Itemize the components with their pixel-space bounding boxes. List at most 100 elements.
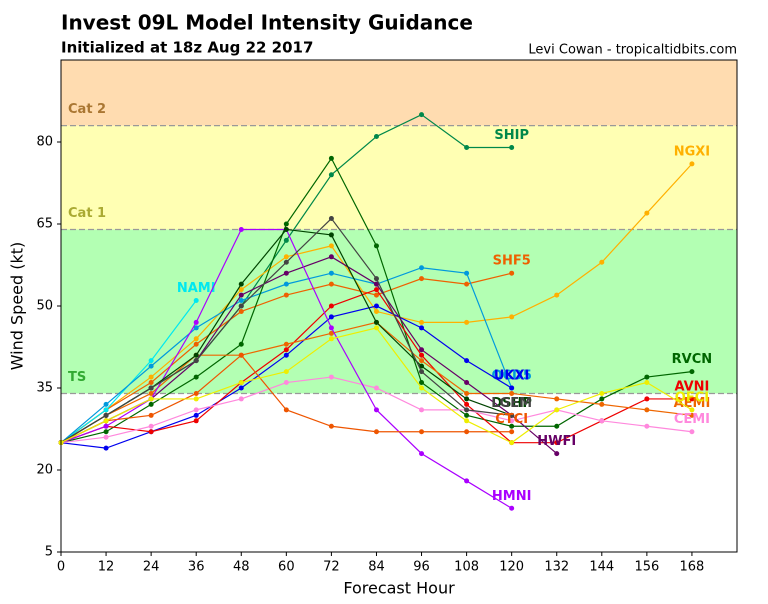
data-point (419, 347, 425, 353)
x-axis-label: Forecast Hour (343, 579, 455, 598)
data-point (373, 385, 379, 391)
data-point (283, 237, 289, 243)
series-label: AVNI (674, 379, 709, 394)
y-axis-label: Wind Speed (kt) (8, 242, 27, 371)
data-point (103, 412, 109, 418)
data-point (373, 429, 379, 435)
x-tick-label: 156 (634, 560, 659, 575)
series-label: OCD5 (491, 369, 531, 384)
series-label: SHF5 (493, 254, 531, 269)
data-point (328, 423, 334, 429)
data-point (328, 330, 334, 336)
series: OFCI (58, 325, 709, 446)
data-point (599, 401, 605, 407)
data-point (509, 423, 515, 429)
data-point (464, 270, 470, 276)
data-point (283, 270, 289, 276)
data-point (554, 451, 560, 457)
series-label: HMNI (492, 489, 532, 504)
series-label: HWFI (537, 434, 576, 449)
data-point (148, 385, 154, 391)
data-point (328, 155, 334, 161)
x-tick-label: 72 (323, 560, 340, 575)
data-point (373, 276, 379, 282)
series: CTCI (58, 352, 528, 446)
data-point (238, 226, 244, 232)
data-point (419, 358, 425, 364)
series-label: CTCI (495, 412, 528, 427)
data-point (689, 407, 695, 413)
data-point (509, 505, 515, 511)
data-point (103, 423, 109, 429)
data-point (464, 390, 470, 396)
x-tick-label: 168 (680, 560, 705, 575)
data-point (554, 423, 560, 429)
x-tick-label: 132 (544, 560, 569, 575)
data-point (464, 401, 470, 407)
series-label: DSHP (491, 396, 532, 411)
data-point (328, 270, 334, 276)
data-point (103, 434, 109, 440)
chart-subtitle: Initialized at 18z Aug 22 2017 (61, 39, 313, 57)
data-point (373, 303, 379, 309)
data-point (599, 259, 605, 265)
data-point (193, 418, 199, 424)
data-point (464, 396, 470, 402)
data-point (373, 281, 379, 287)
data-point (103, 418, 109, 424)
data-point (238, 303, 244, 309)
data-point (464, 407, 470, 413)
data-point (148, 401, 154, 407)
data-point (599, 396, 605, 402)
data-point (193, 298, 199, 304)
data-point (373, 308, 379, 314)
data-point (238, 341, 244, 347)
data-point (464, 478, 470, 484)
data-point (419, 112, 425, 118)
data-point (554, 292, 560, 298)
series-label: RVCN (672, 352, 713, 367)
data-point (328, 172, 334, 178)
data-point (148, 396, 154, 402)
data-point (373, 325, 379, 331)
x-tick-label: 60 (278, 560, 295, 575)
x-tick-label: 0 (57, 560, 65, 575)
data-point (373, 319, 379, 325)
data-point (148, 429, 154, 435)
data-point (464, 358, 470, 364)
data-point (238, 396, 244, 402)
data-point (509, 144, 515, 150)
data-point (148, 423, 154, 429)
data-point (283, 226, 289, 232)
x-tick-label: 48 (233, 560, 250, 575)
y-tick-label: 65 (36, 217, 53, 232)
series: RVCN (58, 155, 713, 446)
x-tick-label: 108 (454, 560, 479, 575)
band-label: Cat 2 (68, 102, 106, 117)
data-point (328, 243, 334, 249)
data-point (419, 407, 425, 413)
data-point (193, 412, 199, 418)
data-point (193, 396, 199, 402)
data-point (148, 412, 154, 418)
data-point (283, 221, 289, 227)
credit: Levi Cowan - tropicaltidbits.com (528, 43, 737, 58)
data-point (419, 451, 425, 457)
data-point (419, 385, 425, 391)
data-point (328, 232, 334, 238)
data-point (328, 303, 334, 309)
band-label: Cat 1 (68, 206, 106, 221)
data-point (599, 418, 605, 424)
data-point (373, 134, 379, 140)
x-tick-label: 96 (413, 560, 430, 575)
data-point (373, 243, 379, 249)
series-label: AEMI (674, 396, 711, 411)
data-point (554, 396, 560, 402)
y-tick-label: 50 (36, 299, 53, 314)
series-label: NAMI (177, 281, 216, 296)
data-point (328, 281, 334, 287)
x-tick-label: 12 (98, 560, 115, 575)
data-point (238, 287, 244, 293)
data-point (103, 429, 109, 435)
data-point (419, 380, 425, 386)
